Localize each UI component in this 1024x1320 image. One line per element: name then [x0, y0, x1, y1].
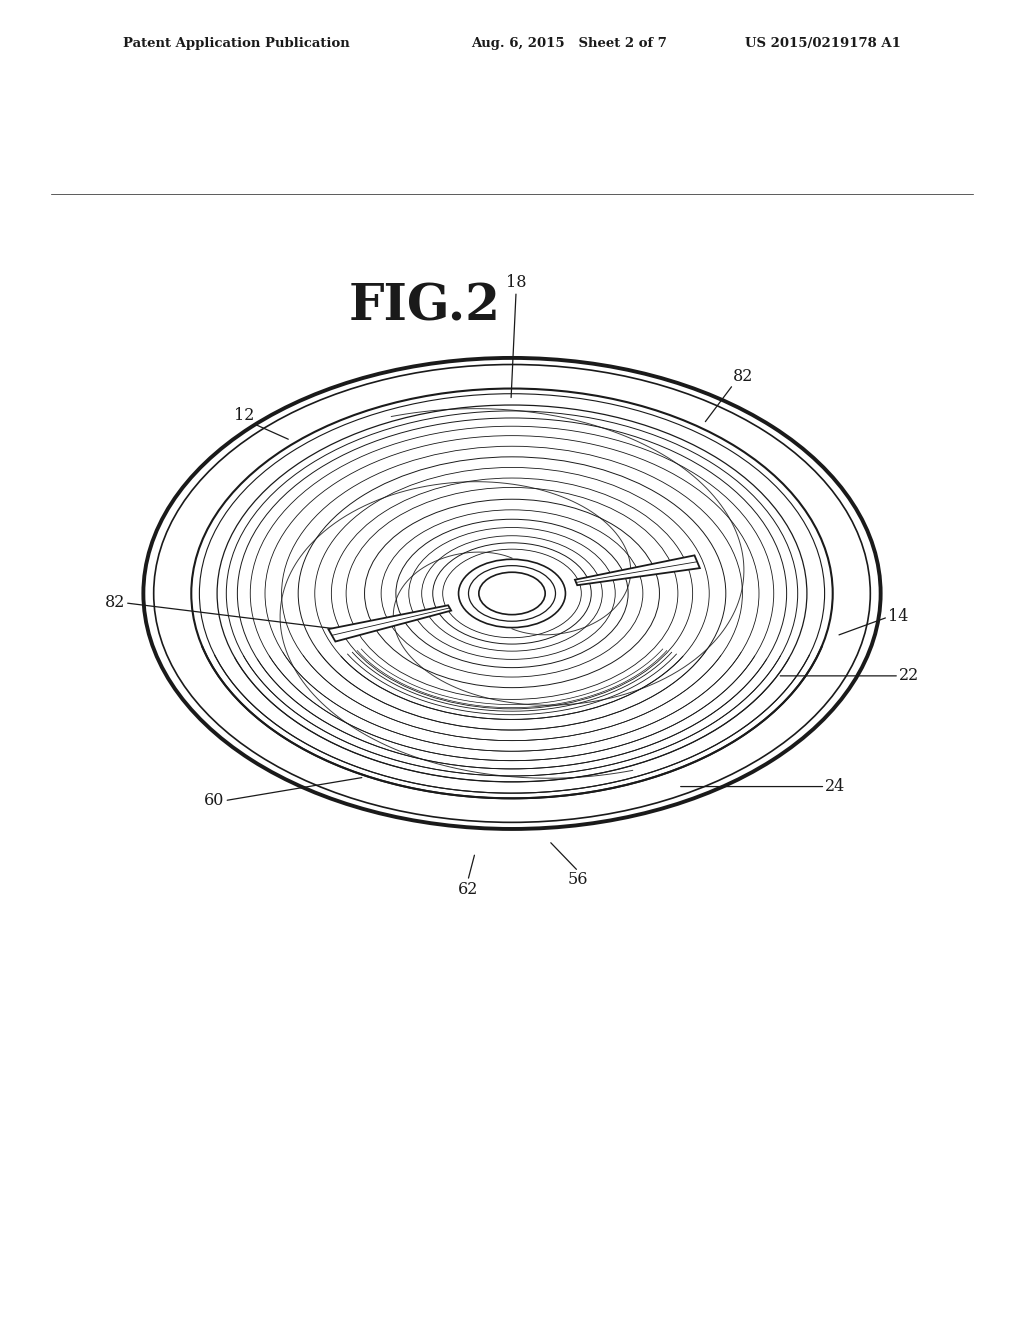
Text: 82: 82: [733, 367, 754, 384]
Text: US 2015/0219178 A1: US 2015/0219178 A1: [745, 37, 901, 50]
Text: Aug. 6, 2015   Sheet 2 of 7: Aug. 6, 2015 Sheet 2 of 7: [471, 37, 667, 50]
Text: 24: 24: [825, 777, 846, 795]
Text: FIG.2: FIG.2: [348, 282, 500, 331]
Text: 12: 12: [233, 407, 254, 424]
Polygon shape: [329, 606, 452, 642]
Polygon shape: [574, 556, 699, 585]
Text: 22: 22: [899, 668, 920, 684]
Text: 18: 18: [506, 275, 526, 292]
Text: 82: 82: [104, 594, 125, 611]
Text: 62: 62: [458, 880, 478, 898]
Text: 14: 14: [888, 609, 908, 626]
Text: 56: 56: [568, 871, 589, 888]
Text: Patent Application Publication: Patent Application Publication: [123, 37, 349, 50]
Text: 60: 60: [204, 792, 224, 809]
